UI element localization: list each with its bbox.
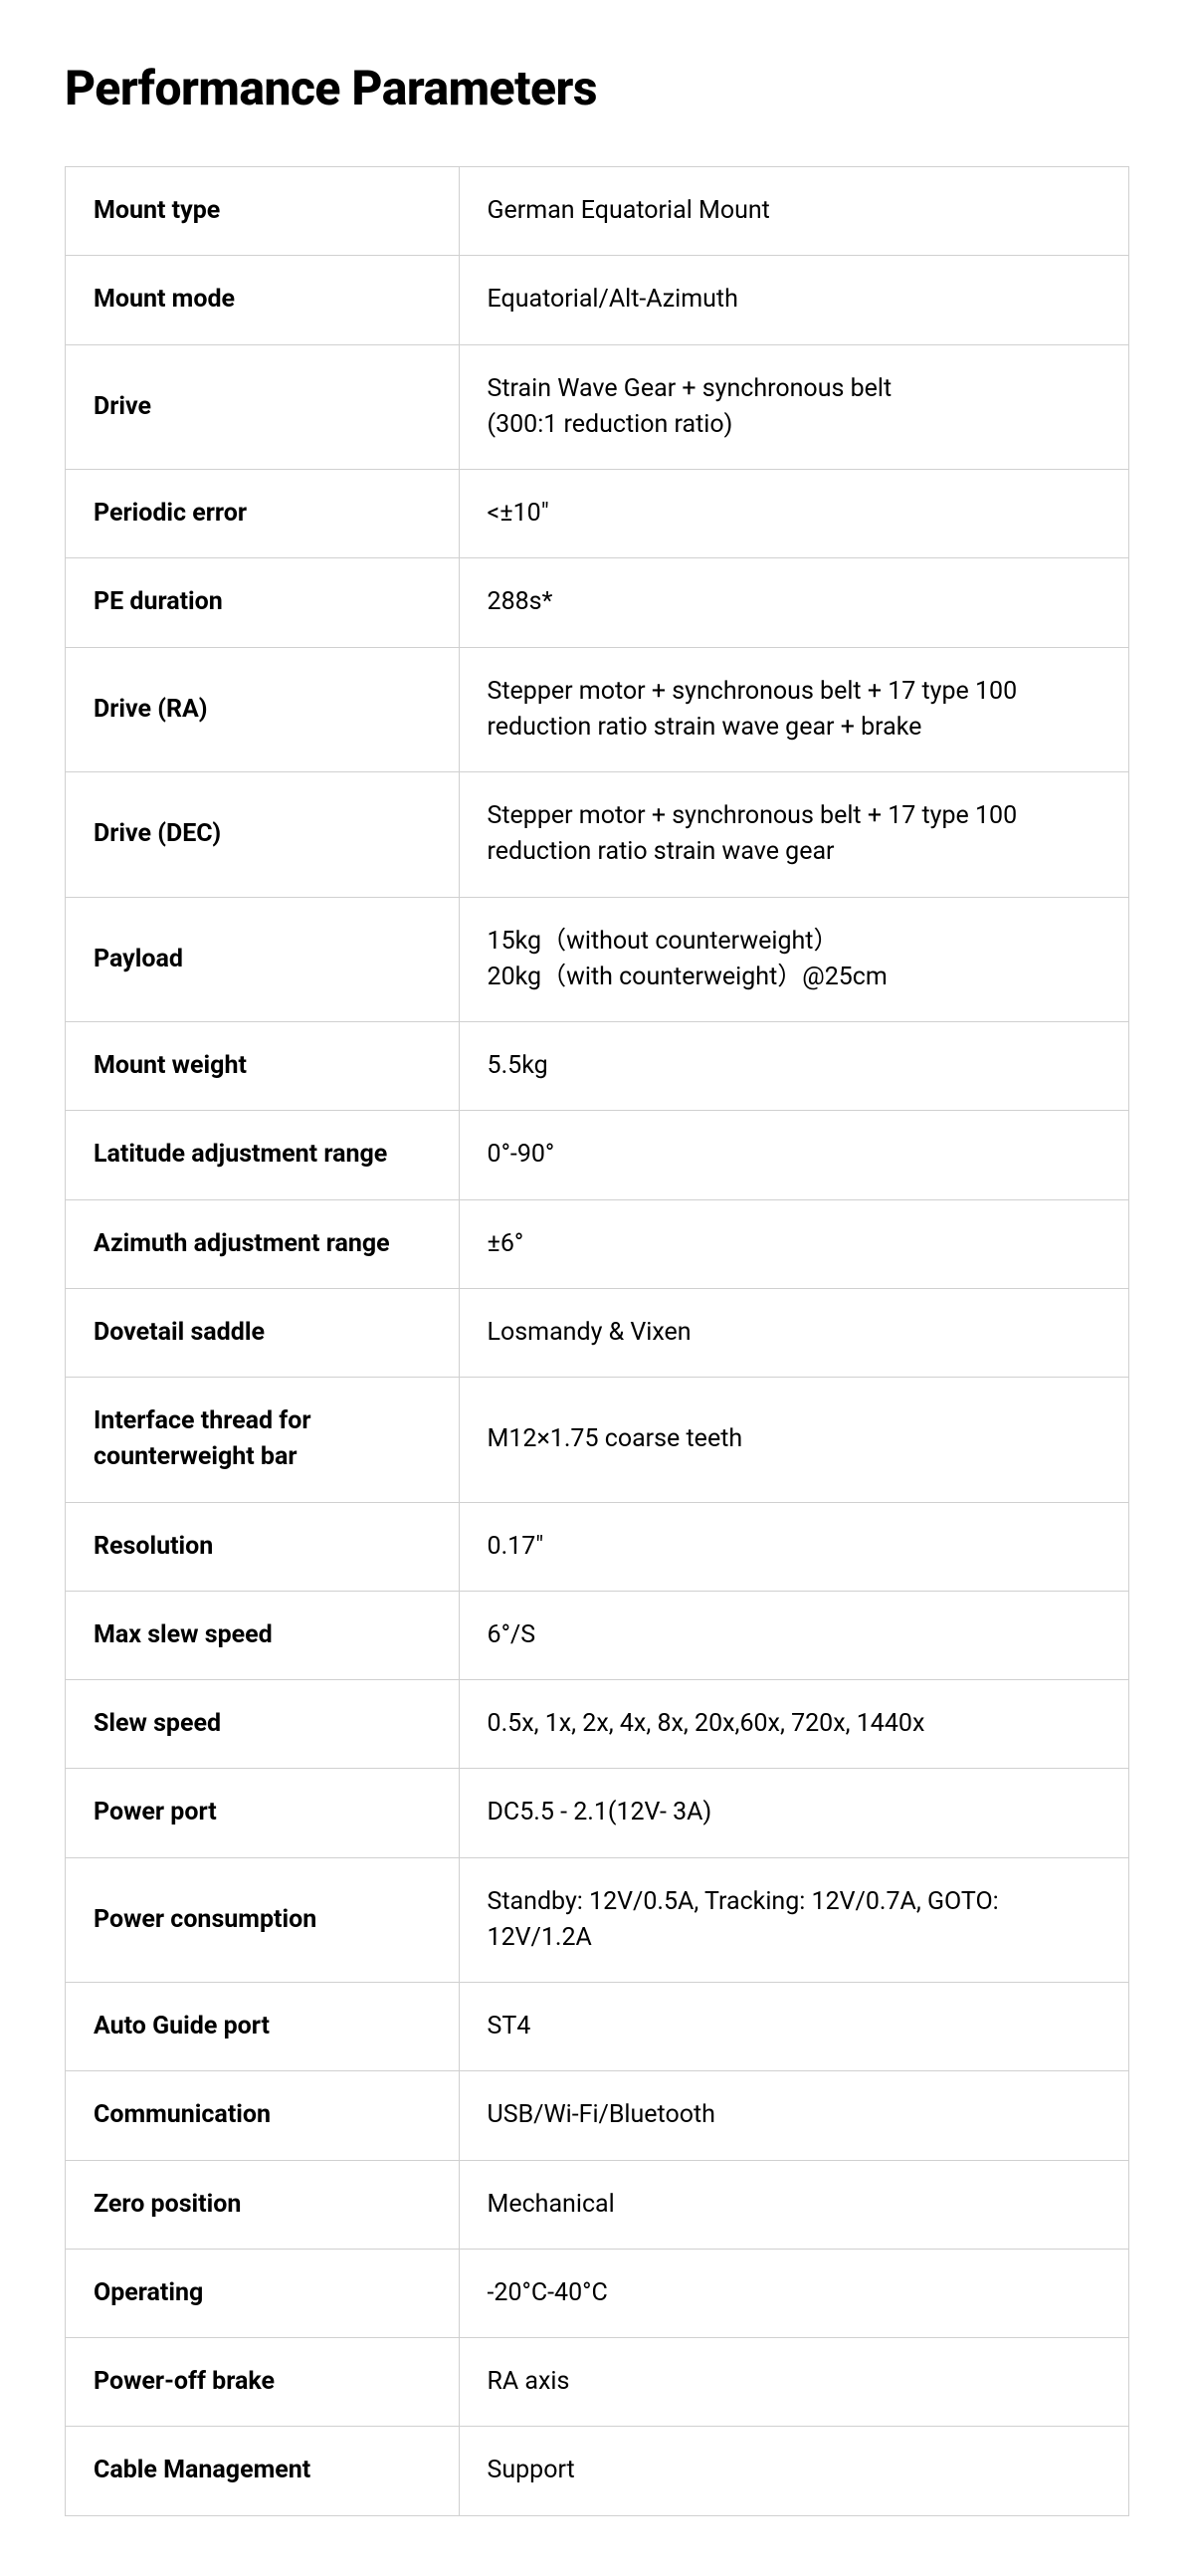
table-row: Power portDC5.5 - 2.1(12V- 3A): [66, 1769, 1129, 1857]
table-row: Mount weight5.5kg: [66, 1022, 1129, 1111]
spec-label: Mount type: [66, 167, 460, 256]
spec-value: ST4: [459, 1983, 1128, 2071]
spec-value: Stepper motor + synchronous belt + 17 ty…: [459, 772, 1128, 898]
spec-table-body: Mount typeGerman Equatorial MountMount m…: [66, 167, 1129, 2516]
spec-value: Strain Wave Gear + synchronous belt (300…: [459, 344, 1128, 470]
spec-value: 0°-90°: [459, 1111, 1128, 1199]
table-row: Zero positionMechanical: [66, 2160, 1129, 2249]
table-row: Mount modeEquatorial/Alt-Azimuth: [66, 256, 1129, 344]
spec-value: ±6°: [459, 1199, 1128, 1288]
table-row: Operating-20°C-40°C: [66, 2249, 1129, 2337]
spec-value: Equatorial/Alt-Azimuth: [459, 256, 1128, 344]
spec-value: DC5.5 - 2.1(12V- 3A): [459, 1769, 1128, 1857]
spec-value: Stepper motor + synchronous belt + 17 ty…: [459, 647, 1128, 772]
spec-value: USB/Wi-Fi/Bluetooth: [459, 2071, 1128, 2160]
spec-label: Operating: [66, 2249, 460, 2337]
spec-value: 6°/S: [459, 1591, 1128, 1679]
table-row: Auto Guide portST4: [66, 1983, 1129, 2071]
spec-value: 5.5kg: [459, 1022, 1128, 1111]
table-row: Interface thread for counterweight barM1…: [66, 1378, 1129, 1503]
spec-label: Cable Management: [66, 2427, 460, 2515]
spec-value: German Equatorial Mount: [459, 167, 1128, 256]
spec-value: Standby: 12V/0.5A, Tracking: 12V/0.7A, G…: [459, 1857, 1128, 1983]
page-title: Performance Parameters: [65, 60, 1129, 116]
spec-value: <±10": [459, 470, 1128, 558]
spec-value: Mechanical: [459, 2160, 1128, 2249]
spec-label: Dovetail saddle: [66, 1288, 460, 1377]
spec-value: -20°C-40°C: [459, 2249, 1128, 2337]
table-row: Dovetail saddleLosmandy & Vixen: [66, 1288, 1129, 1377]
table-row: DriveStrain Wave Gear + synchronous belt…: [66, 344, 1129, 470]
spec-label: Drive (DEC): [66, 772, 460, 898]
spec-label: PE duration: [66, 558, 460, 647]
spec-value: Support: [459, 2427, 1128, 2515]
spec-value: M12×1.75 coarse teeth: [459, 1378, 1128, 1503]
spec-label: Payload: [66, 897, 460, 1022]
spec-label: Power-off brake: [66, 2338, 460, 2427]
spec-label: Slew speed: [66, 1680, 460, 1769]
spec-label: Mount mode: [66, 256, 460, 344]
spec-label: Azimuth adjustment range: [66, 1199, 460, 1288]
table-row: Drive (DEC)Stepper motor + synchronous b…: [66, 772, 1129, 898]
table-row: Latitude adjustment range0°-90°: [66, 1111, 1129, 1199]
spec-value: 0.17": [459, 1502, 1128, 1591]
spec-value: 288s*: [459, 558, 1128, 647]
spec-value: RA axis: [459, 2338, 1128, 2427]
spec-label: Periodic error: [66, 470, 460, 558]
spec-label: Zero position: [66, 2160, 460, 2249]
spec-label: Latitude adjustment range: [66, 1111, 460, 1199]
spec-label: Resolution: [66, 1502, 460, 1591]
spec-value: 15kg（without counterweight）20kg（with cou…: [459, 897, 1128, 1022]
table-row: Drive (RA)Stepper motor + synchronous be…: [66, 647, 1129, 772]
spec-label: Auto Guide port: [66, 1983, 460, 2071]
spec-label: Mount weight: [66, 1022, 460, 1111]
spec-label: Power port: [66, 1769, 460, 1857]
table-row: Resolution0.17": [66, 1502, 1129, 1591]
table-row: PE duration288s*: [66, 558, 1129, 647]
table-row: Power-off brakeRA axis: [66, 2338, 1129, 2427]
table-row: CommunicationUSB/Wi-Fi/Bluetooth: [66, 2071, 1129, 2160]
spec-table: Mount typeGerman Equatorial MountMount m…: [65, 166, 1129, 2516]
spec-label: Communication: [66, 2071, 460, 2160]
table-row: Azimuth adjustment range±6°: [66, 1199, 1129, 1288]
table-row: Slew speed0.5x, 1x, 2x, 4x, 8x, 20x,60x,…: [66, 1680, 1129, 1769]
spec-value: 0.5x, 1x, 2x, 4x, 8x, 20x,60x, 720x, 144…: [459, 1680, 1128, 1769]
spec-label: Drive: [66, 344, 460, 470]
spec-label: Power consumption: [66, 1857, 460, 1983]
spec-label: Drive (RA): [66, 647, 460, 772]
table-row: Periodic error<±10": [66, 470, 1129, 558]
spec-value: Losmandy & Vixen: [459, 1288, 1128, 1377]
table-row: Cable ManagementSupport: [66, 2427, 1129, 2515]
table-row: Power consumptionStandby: 12V/0.5A, Trac…: [66, 1857, 1129, 1983]
table-row: Mount typeGerman Equatorial Mount: [66, 167, 1129, 256]
table-row: Max slew speed6°/S: [66, 1591, 1129, 1679]
spec-label: Interface thread for counterweight bar: [66, 1378, 460, 1503]
table-row: Payload15kg（without counterweight）20kg（w…: [66, 897, 1129, 1022]
spec-label: Max slew speed: [66, 1591, 460, 1679]
